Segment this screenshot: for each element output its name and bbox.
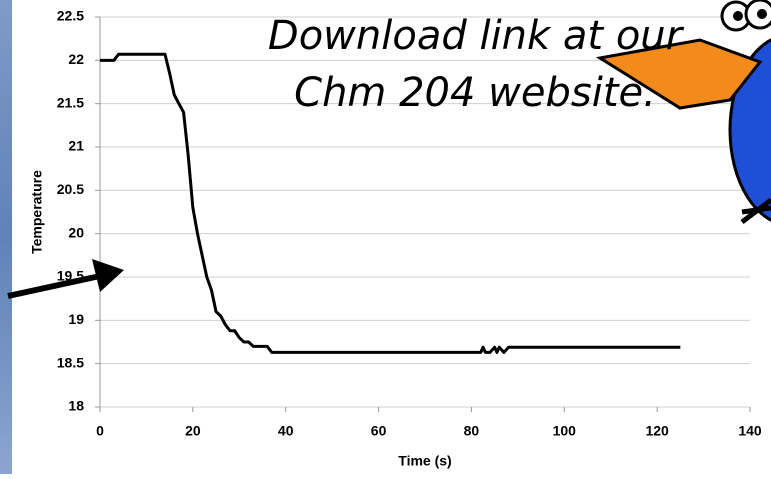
data-line (100, 52, 681, 354)
y-tick-label: 18 (68, 398, 84, 414)
arrow-head (92, 259, 124, 292)
x-tick-label: 20 (185, 423, 201, 439)
y-tick-label: 21.5 (57, 94, 84, 110)
x-tick-label: 100 (553, 423, 577, 439)
y-tick-label: 18.5 (57, 354, 84, 370)
bird (595, 0, 771, 224)
arrow (7, 273, 101, 299)
x-tick-label: 60 (371, 423, 387, 439)
border-strip (0, 0, 12, 474)
x-tick-label: 140 (738, 423, 762, 439)
y-tick-label: 19 (68, 311, 84, 327)
x-tick-label: 120 (645, 423, 669, 439)
x-tick-label: 40 (278, 423, 294, 439)
x-tick-label: 80 (464, 423, 480, 439)
annotation: Download link at our (268, 13, 685, 59)
annotation: Chm 204 website. (294, 70, 656, 116)
y-tick-label: 20 (68, 224, 84, 240)
y-tick-label: 21 (68, 138, 84, 154)
y-tick-label: 22.5 (57, 8, 84, 24)
y-tick-label: 20.5 (57, 181, 84, 197)
y-axis-label: Temperature (29, 170, 45, 254)
x-axis-label: Time (s) (398, 453, 451, 469)
x-tick-label: 0 (96, 423, 104, 439)
y-tick-label: 22 (68, 51, 84, 67)
